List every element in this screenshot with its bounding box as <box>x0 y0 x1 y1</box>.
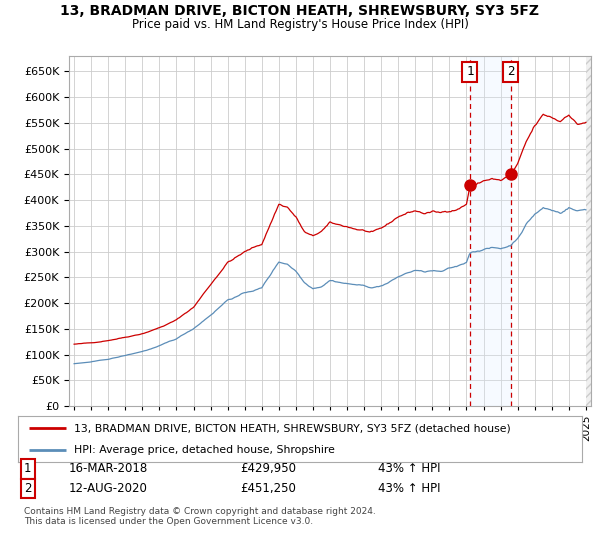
Bar <box>586 56 595 406</box>
Text: 12-AUG-2020: 12-AUG-2020 <box>69 482 148 495</box>
Text: 13, BRADMAN DRIVE, BICTON HEATH, SHREWSBURY, SY3 5FZ (detached house): 13, BRADMAN DRIVE, BICTON HEATH, SHREWSB… <box>74 423 511 433</box>
Text: 13, BRADMAN DRIVE, BICTON HEATH, SHREWSBURY, SY3 5FZ: 13, BRADMAN DRIVE, BICTON HEATH, SHREWSB… <box>61 4 539 18</box>
Text: 2: 2 <box>507 66 515 78</box>
Bar <box>470 56 511 406</box>
Text: 43% ↑ HPI: 43% ↑ HPI <box>378 482 440 495</box>
Text: HPI: Average price, detached house, Shropshire: HPI: Average price, detached house, Shro… <box>74 445 335 455</box>
Text: 2: 2 <box>24 482 32 495</box>
Text: Price paid vs. HM Land Registry's House Price Index (HPI): Price paid vs. HM Land Registry's House … <box>131 18 469 31</box>
Text: 16-MAR-2018: 16-MAR-2018 <box>69 462 148 475</box>
Text: Contains HM Land Registry data © Crown copyright and database right 2024.
This d: Contains HM Land Registry data © Crown c… <box>24 507 376 526</box>
Text: 43% ↑ HPI: 43% ↑ HPI <box>378 462 440 475</box>
Text: £429,950: £429,950 <box>240 462 296 475</box>
Text: £451,250: £451,250 <box>240 482 296 495</box>
Text: 1: 1 <box>466 66 473 78</box>
Text: 1: 1 <box>24 462 32 475</box>
